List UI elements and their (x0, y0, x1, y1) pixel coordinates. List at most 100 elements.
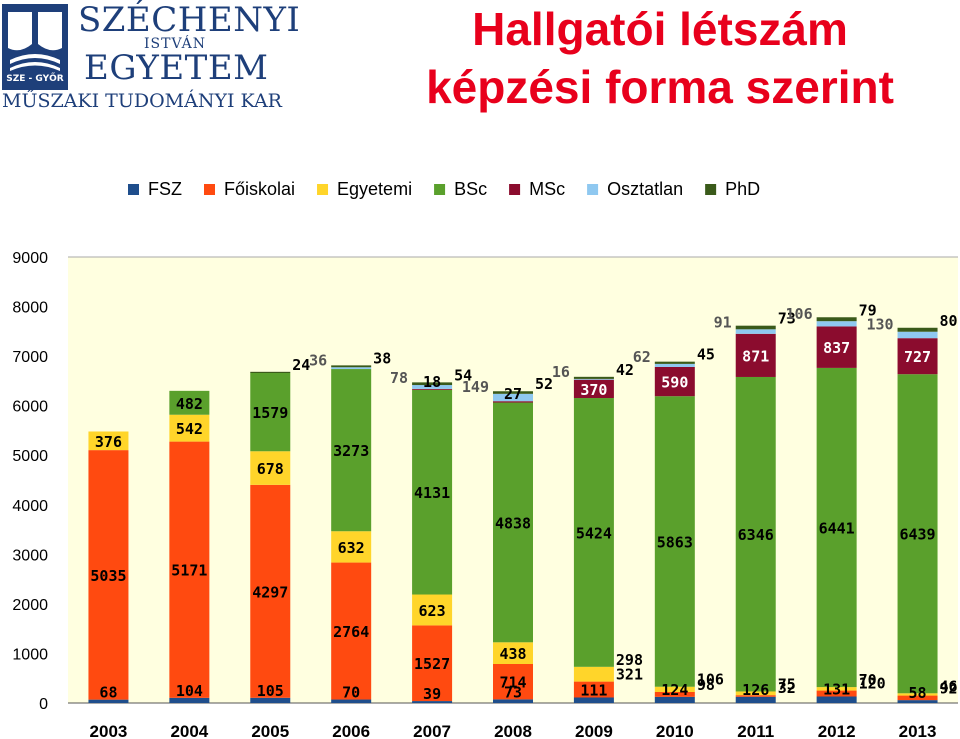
bar-segment (412, 594, 453, 626)
data-label: 24 (292, 356, 310, 374)
bar-segment (573, 666, 614, 682)
legend-label: MSc (529, 179, 565, 199)
data-label: 438 (499, 645, 526, 663)
bar-segment (654, 366, 695, 397)
bar-segment (816, 696, 857, 703)
x-tick-label: 2013 (899, 722, 937, 739)
data-label: 16 (552, 363, 570, 381)
y-tick-label: 0 (39, 696, 48, 713)
bar-segment (573, 398, 614, 667)
data-label: 39 (423, 685, 441, 703)
data-label: 79 (859, 301, 877, 319)
bar-segment (412, 701, 453, 703)
data-label: 104 (176, 682, 203, 700)
data-label: 4297 (252, 583, 288, 601)
x-tick-label: 2007 (413, 722, 451, 739)
y-tick-label: 3000 (12, 547, 48, 564)
bar-segment (654, 396, 695, 687)
bar-segment (88, 431, 129, 451)
page-title: Hallgatói létszám képzési forma szerint (360, 0, 960, 116)
bar-segment (816, 317, 857, 322)
bar-segment (88, 450, 129, 700)
data-label: 68 (99, 684, 117, 702)
bar-segment (735, 695, 776, 697)
bar-segment (493, 699, 533, 703)
stacked-bar-chart: 0 1000 2000 3000 4000 5000 6000 7000 8000 9000 FSZ… (12, 179, 958, 739)
data-label: 6441 (819, 519, 855, 537)
data-label: 5171 (171, 562, 207, 580)
data-label: 590 (661, 374, 688, 392)
legend-swatch (317, 184, 329, 195)
bar-segment (331, 367, 372, 370)
bar-segment (250, 371, 291, 374)
legend-swatch (705, 184, 717, 195)
bar-segment (816, 326, 857, 368)
y-tick-label: 8000 (12, 300, 48, 317)
logo-badge: SZE - GYŐR (4, 72, 66, 86)
logo-name-line1: SZÉCHENYI (78, 0, 301, 40)
data-label: 4838 (495, 514, 531, 532)
data-label: 126 (742, 681, 769, 699)
bar-segment (735, 325, 776, 330)
bar-segment (897, 374, 938, 694)
data-label: 623 (419, 602, 446, 620)
bar-segment (412, 388, 453, 390)
bar-segment (331, 365, 372, 368)
bar-segment (654, 686, 695, 692)
data-label: 370 (580, 381, 607, 399)
bar-segment (573, 378, 614, 380)
bar-segment (573, 697, 614, 703)
data-label: 106 (697, 671, 724, 689)
data-label: 73 (778, 310, 796, 328)
bar-segment (250, 373, 291, 452)
data-label: 5863 (657, 533, 693, 551)
bar-segment (573, 681, 614, 698)
bar-segment (816, 687, 857, 691)
bar-segment (735, 333, 776, 377)
legend-swatch (434, 184, 446, 195)
bar-segment (412, 389, 453, 595)
data-label: 6346 (738, 526, 774, 544)
bar-segment (897, 331, 938, 339)
bar-segment (331, 531, 372, 563)
legend-label: PhD (725, 179, 760, 199)
data-label: 75 (778, 675, 796, 693)
y-tick-label: 6000 (12, 399, 48, 416)
x-tick-label: 2009 (575, 722, 613, 739)
data-label: 32 (778, 679, 796, 697)
data-label: 18 (423, 373, 441, 391)
legend-label: Egyetemi (337, 179, 412, 199)
data-label: 46 (940, 677, 958, 695)
legend-swatch (509, 184, 521, 195)
legend-swatch (587, 184, 599, 195)
logo-name-line3: EGYETEM (84, 48, 269, 88)
title-line1: Hallgatói létszám (472, 3, 848, 55)
bar-segment (897, 327, 938, 332)
legend-label: FSZ (148, 179, 182, 199)
bar-segment (897, 338, 938, 375)
bar-segment (493, 402, 533, 643)
bar-segment (250, 451, 291, 485)
data-label: 2764 (333, 623, 369, 641)
data-label: 298 (616, 651, 643, 669)
bar-segment (88, 699, 129, 703)
data-label: 73 (504, 683, 522, 701)
data-label: 321 (616, 666, 643, 684)
data-label: 131 (823, 681, 850, 699)
bar-segment (654, 691, 695, 697)
data-label: 3273 (333, 442, 369, 460)
data-label: 38 (373, 349, 391, 367)
bar-segment (169, 390, 210, 415)
data-label: 52 (535, 375, 553, 393)
x-tick-label: 2011 (737, 722, 774, 739)
title-line2: képzési forma szerint (426, 61, 894, 113)
university-logo: SZE - GYŐR SZÉCHENYI ISTVÁN EGYETEM MŰSZ… (0, 0, 300, 120)
bar-segment (493, 391, 533, 394)
x-tick-label: 2005 (251, 722, 289, 739)
bar-segment (897, 695, 938, 701)
data-label: 149 (462, 378, 489, 396)
bar-segment (331, 699, 372, 703)
data-label: 6439 (899, 526, 935, 544)
legend-label: BSc (454, 179, 487, 199)
data-label: 70 (342, 684, 360, 702)
